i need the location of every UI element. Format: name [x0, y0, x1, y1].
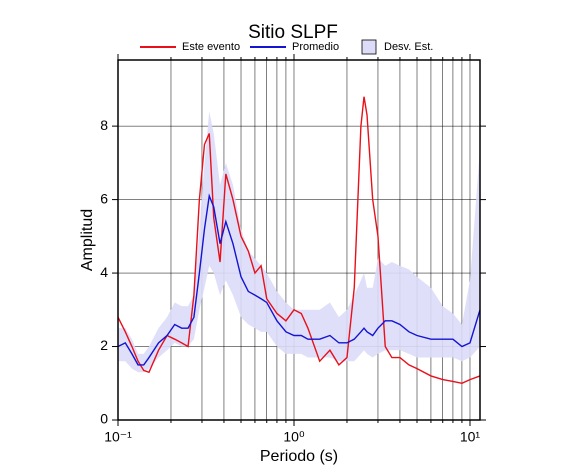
x-tick-label: 10⁰ — [283, 429, 305, 445]
y-tick-label: 8 — [100, 117, 108, 133]
std-band — [118, 111, 480, 373]
y-tick-label: 4 — [100, 264, 108, 280]
plot-frame — [117, 59, 481, 421]
legend-swatch — [361, 39, 377, 55]
x-tick-label: 10⁻¹ — [104, 429, 132, 445]
y-axis-label: Amplitud — [79, 209, 96, 271]
legend-text: Este evento — [182, 41, 240, 53]
y-tick-label: 2 — [100, 337, 108, 353]
x-tick-label: 10¹ — [460, 429, 481, 445]
series-line — [117, 96, 481, 384]
chart-title: Sitio SLPF — [248, 22, 338, 43]
legend-text: Promedio — [292, 41, 339, 53]
series-line — [117, 193, 481, 366]
y-tick-label: 0 — [100, 411, 108, 427]
y-tick-label: 6 — [100, 190, 108, 206]
legend-text: Desv. Est. — [384, 41, 433, 53]
x-axis-label: Periodo (s) — [260, 448, 338, 465]
